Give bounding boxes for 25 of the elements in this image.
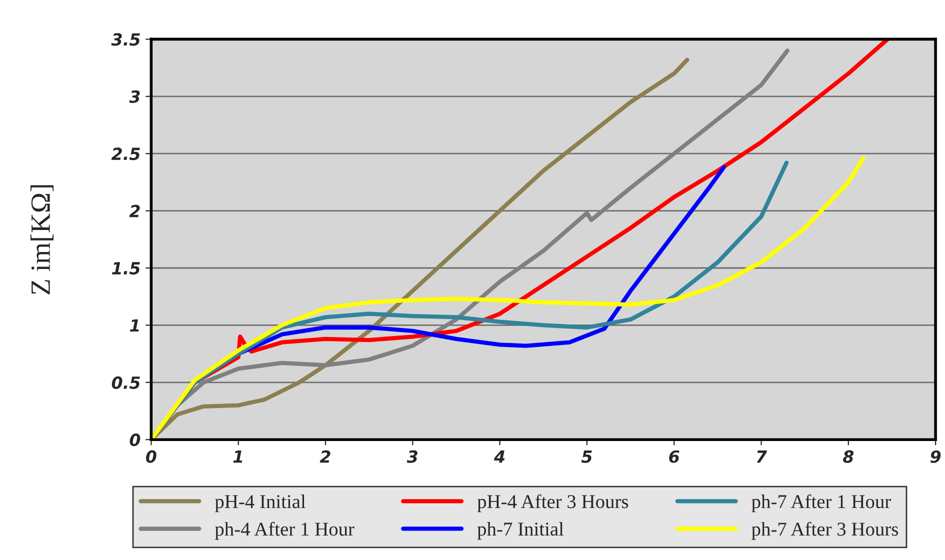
y-tick-label: 3: [129, 90, 140, 103]
x-tick-label: 7: [756, 450, 768, 463]
y-tick-label: 2.5: [111, 148, 140, 160]
y-tick-label: 2: [129, 204, 140, 218]
x-tick-label: 1: [233, 450, 242, 463]
y-tick-label: 1: [130, 319, 139, 332]
x-tick-label: 8: [842, 450, 854, 463]
x-tick-label: 2: [320, 450, 330, 463]
x-tick-label: 4: [494, 450, 505, 463]
y-axis-title: Z im[KΩ]: [30, 185, 54, 294]
x-tick-label: 3: [406, 450, 418, 463]
legend-label: ph-7 After 3 Hours: [752, 522, 898, 540]
x-tick-label: 0: [146, 450, 156, 463]
legend-label: ph-4 After 1 Hour: [214, 522, 354, 540]
x-tick-label: 6: [669, 450, 680, 463]
y-tick-label: 0: [130, 434, 140, 446]
x-tick-label: 5: [581, 450, 592, 463]
legend-label: pH-4 Initial: [214, 494, 306, 512]
y-tick-label: 1.5: [112, 262, 140, 275]
x-tick-label: 9: [930, 450, 941, 463]
legend-label: ph-7 After 1 Hour: [752, 494, 891, 512]
y-tick-label: 0.5: [112, 376, 140, 389]
legend-label: ph-7 Initial: [477, 522, 564, 540]
y-tick-label: 3.5: [111, 33, 140, 46]
legend-label: pH-4 After 3 Hours: [477, 494, 628, 512]
